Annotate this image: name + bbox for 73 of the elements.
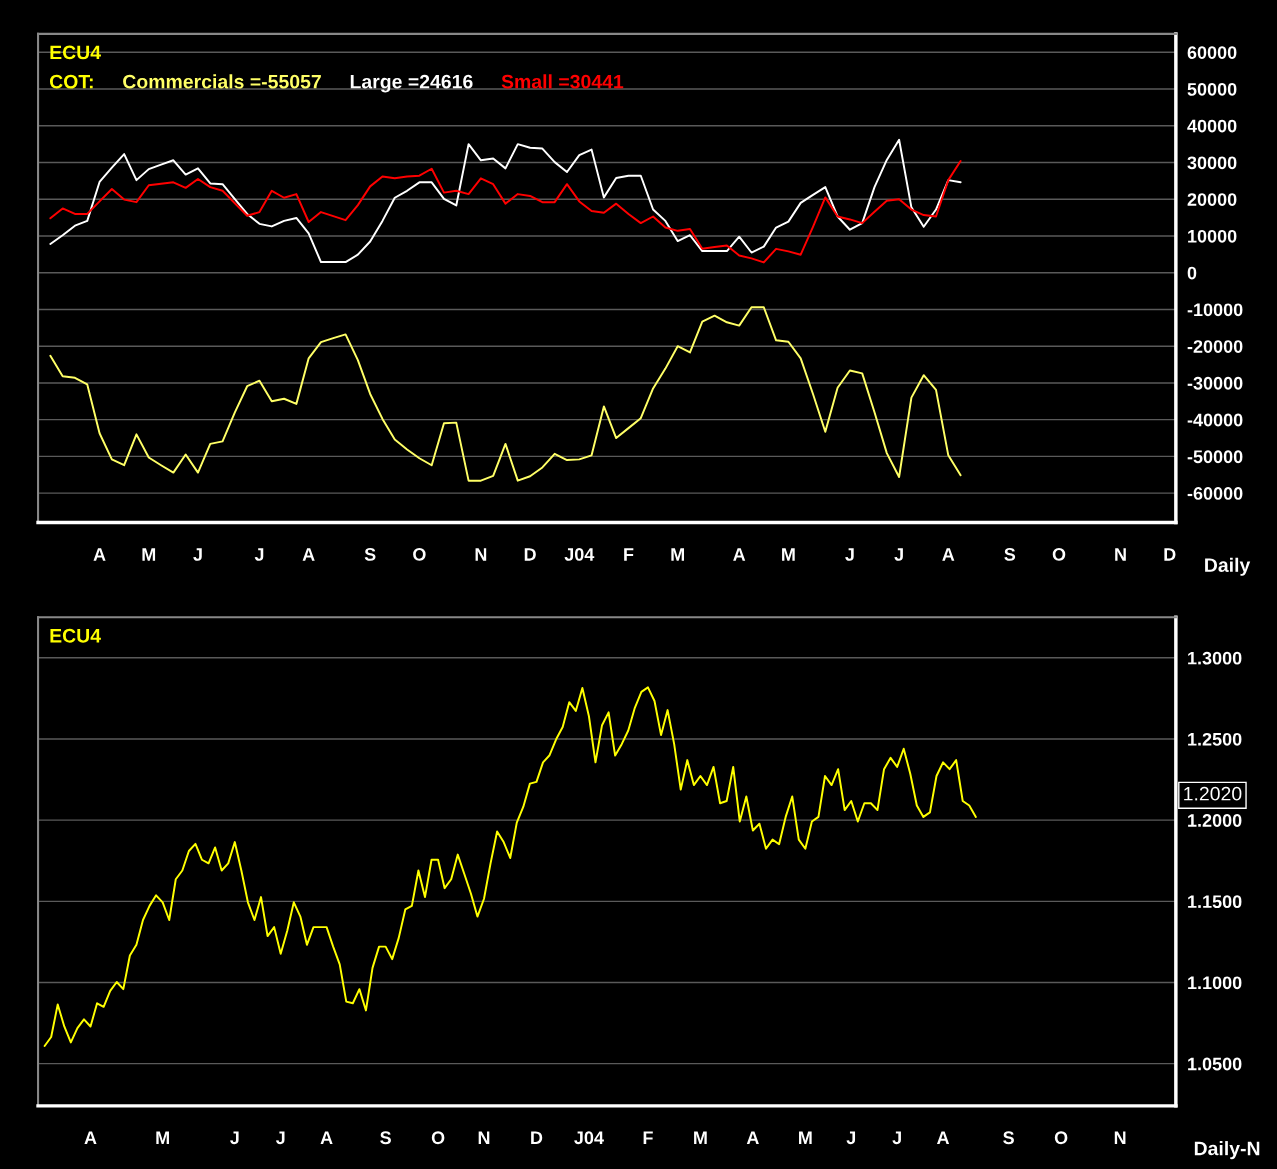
x-tick-label: N [1115, 548, 1126, 561]
y-tick-label: -20000 [1187, 340, 1243, 353]
y-tick-label: -40000 [1187, 413, 1243, 427]
text: 1.2020 [1184, 786, 1242, 801]
y-tick-label: 40000 [1187, 119, 1237, 133]
y-tick-label: 1.0500 [1188, 1057, 1242, 1071]
x-tick-label: M [694, 1131, 707, 1144]
x-tick-label: A [302, 548, 315, 561]
x-tick-label: O [413, 548, 426, 561]
x-tick-label: A [93, 548, 106, 561]
x-tick-label: J [894, 548, 903, 561]
x-axis-title: Daily-N [1194, 1141, 1260, 1160]
y-tick-label: 1.3000 [1188, 651, 1242, 665]
x-tick-label: F [624, 548, 634, 561]
x-tick-label: M [799, 1131, 812, 1144]
x-tick-label: D [531, 1131, 543, 1144]
line-series [49, 138, 962, 264]
x-tick-label: M [671, 548, 684, 561]
y-tick-label: 20000 [1187, 193, 1237, 206]
x-tick-label: J04 [574, 1131, 604, 1145]
x-tick-label: N [478, 1131, 490, 1144]
y-tick-label: 10000 [1188, 229, 1237, 243]
y-tick-label: -60000 [1187, 487, 1243, 500]
x-tick-label: D [1164, 548, 1176, 561]
y-tick-label: -30000 [1187, 376, 1243, 390]
text: Small =30441 [501, 74, 624, 89]
text: Commercials =-55057 [123, 74, 321, 89]
line-series [49, 306, 962, 482]
y-tick-label: 0 [1187, 266, 1197, 280]
x-tick-label: A [746, 1131, 759, 1144]
x-tick-label: O [1054, 1131, 1068, 1145]
x-tick-label: A [84, 1131, 97, 1144]
x-tick-label: J [846, 1131, 856, 1145]
y-tick-label: -50000 [1187, 450, 1243, 464]
y-tick-label: 1.1000 [1188, 976, 1242, 990]
x-tick-label: J [230, 1131, 239, 1145]
x-tick-label: S [1003, 1131, 1014, 1145]
x-tick-label: J [275, 1131, 285, 1145]
y-tick-label: 50000 [1187, 82, 1237, 96]
chart-title: ECU4 [50, 628, 101, 643]
x-tick-label: O [431, 1131, 445, 1145]
x-tick-label: A [936, 1131, 950, 1144]
x-tick-label: A [942, 548, 955, 561]
line-series [43, 686, 977, 1047]
x-tick-label: A [320, 1131, 333, 1144]
x-tick-label: J [845, 548, 854, 561]
x-tick-label: M [782, 548, 795, 561]
y-tick-label: 30000 [1187, 156, 1237, 170]
chart-title: ECU4 [50, 45, 101, 60]
y-tick-label: 1.2500 [1188, 732, 1242, 746]
y-tick-label: 1.1500 [1188, 895, 1242, 909]
line-series [49, 160, 962, 264]
x-tick-label: S [1004, 548, 1016, 561]
y-tick-label: 1.2000 [1188, 814, 1242, 827]
x-tick-label: J [892, 1131, 901, 1145]
text: Large =24616 [350, 74, 473, 93]
x-tick-label: M [142, 548, 156, 561]
x-tick-label: D [524, 548, 536, 561]
x-tick-label: M [156, 1131, 169, 1144]
x-tick-label: N [475, 548, 487, 561]
x-tick-label: F [643, 1131, 653, 1144]
x-axis-title: Daily [1205, 557, 1251, 576]
y-tick-label: 60000 [1187, 46, 1237, 59]
legend-title: COT: [49, 74, 93, 89]
x-tick-label: S [380, 1131, 391, 1145]
x-tick-label: A [733, 548, 746, 561]
x-tick-label: O [1052, 548, 1066, 561]
x-tick-label: J [254, 548, 264, 561]
x-tick-label: J04 [564, 548, 595, 561]
y-tick-label: -10000 [1187, 303, 1243, 317]
x-tick-label: N [1114, 1131, 1126, 1144]
x-tick-label: J [193, 548, 202, 561]
x-tick-label: S [364, 548, 376, 561]
